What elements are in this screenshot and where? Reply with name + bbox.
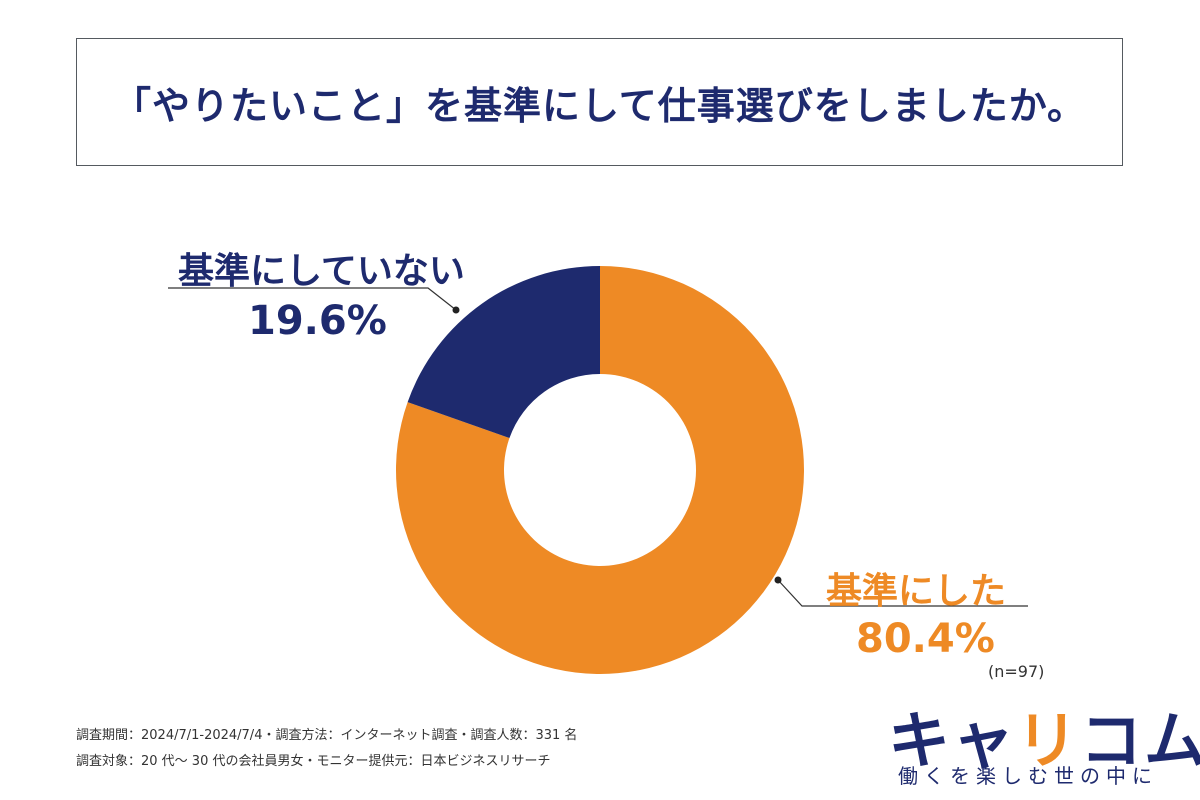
chart-title: 「やりたいこと」を基準にして仕事選びをしましたか。	[112, 83, 1087, 128]
leader-not-based-line	[168, 287, 457, 311]
logo-part-2: コム	[1080, 704, 1200, 777]
pct-not-based: 19.6%	[248, 298, 387, 344]
donut-slice-1	[407, 266, 600, 439]
brand-logo: キャリコム	[888, 690, 1200, 780]
pct-based: 80.4%	[856, 616, 995, 662]
title-box: 「やりたいこと」を基準にして仕事選びをしましたか。	[76, 38, 1123, 166]
logo-accent: リ	[1016, 704, 1081, 777]
footnote-survey-period: 調査期間：2024/7/1-2024/7/4・調査方法：インターネット調査・調査…	[76, 728, 578, 743]
label-not-based: 基準にしていない	[178, 251, 465, 292]
logo-part-1: キャ	[888, 704, 1017, 777]
footnote-survey-target: 調査対象：20 代〜 30 代の会社員男女・モニター提供元：日本ビジネスリサーチ	[76, 754, 551, 769]
brand-tagline: 働くを楽しむ世の中に	[898, 764, 1158, 788]
label-based: 基準にした	[826, 571, 1007, 612]
leader-not-based-dot	[452, 306, 460, 314]
donut-slice-0	[396, 266, 804, 674]
leader-based-line	[777, 579, 1028, 607]
leader-based-dot	[774, 576, 782, 584]
sample-size: (n=97)	[988, 662, 1045, 681]
